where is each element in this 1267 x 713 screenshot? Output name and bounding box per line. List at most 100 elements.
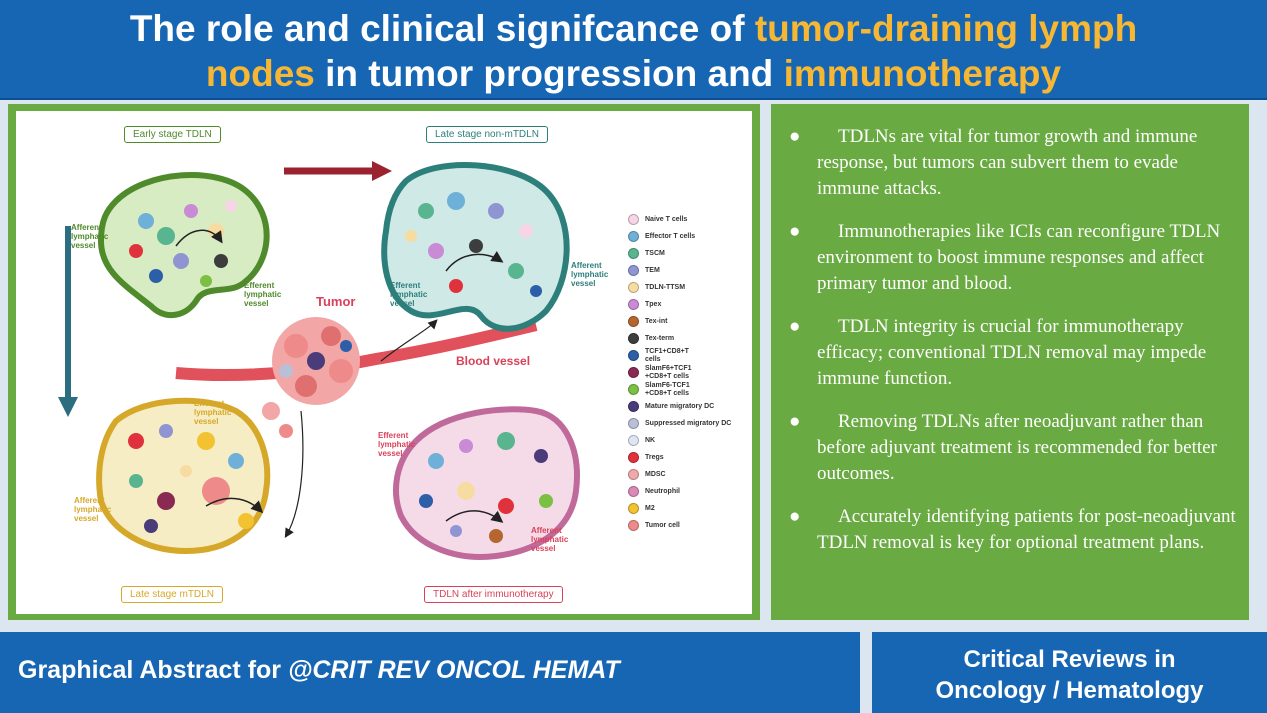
bullet-icon: ● [789,506,801,527]
figure-panel: Tumor Blood vessel Afferent lymphatic ve… [8,104,760,620]
title-line-1: The role and clinical signifcance of tum… [129,8,1138,49]
legend-item: Mature migratory DC [628,398,748,415]
migration-arrow [380,319,438,362]
late-stage-non-m-node [381,162,570,332]
journal-name: Critical Reviews in Oncology / Hematology [935,646,1204,704]
progression-arrowhead-right [372,161,392,181]
key-points-panel: ● TDLNs are vital for tumor growth and im… [771,104,1249,620]
legend-label: TSCM [645,249,665,257]
legend-swatch [628,384,639,395]
legend-swatch [628,214,639,225]
legend-item: SlamF6+TCF1 +CD8+T cells [628,364,748,381]
legend-item: Tregs [628,449,748,466]
key-point-item: ● Accurately identifying patients for pos… [771,504,1239,556]
legend-label: TEM [645,266,660,274]
stage-label-early: Early stage TDLN [124,126,221,143]
legend-label: Naive T cells [645,215,688,223]
footer-right: Critical Reviews in Oncology / Hematology [872,632,1267,713]
title-banner: The role and clinical signifcance of tum… [0,0,1267,100]
legend-swatch [628,350,639,361]
afferent-label-3: Afferent lymphatic vessel [74,496,112,523]
legend-label: M2 [645,504,655,512]
legend-item: Tpex [628,296,748,313]
efferent-label-4: Efferent lymphatic vessel [378,431,416,458]
legend-swatch [628,299,639,310]
legend-item: M2 [628,500,748,517]
legend-swatch [628,231,639,242]
bullet-icon: ● [789,411,801,432]
key-point-item: ● Immunotherapies like ICIs can reconfigu… [771,219,1239,297]
key-point-text: Accurately identifying patients for post… [817,506,1236,553]
legend-item: TCF1+CD8+T cells [628,347,748,364]
key-point-text: TDLN integrity is crucial for immunother… [817,316,1207,389]
graphical-abstract-figure: Tumor Blood vessel Afferent lymphatic ve… [16,111,752,614]
legend-swatch [628,333,639,344]
afferent-label-2: Afferent lymphatic vessel [571,261,609,288]
lymph-node-diagram: Tumor Blood vessel [58,161,580,560]
legend-label: TCF1+CD8+T cells [645,347,689,363]
footer-left: Graphical Abstract for @CRIT REV ONCOL H… [0,632,860,713]
legend-swatch [628,418,639,429]
stage-label-after-immuno: TDLN after immunotherapy [424,586,563,603]
legend-swatch [628,452,639,463]
key-point-item: ● Removing TDLNs after neoadjuvant rather… [771,409,1239,487]
legend-swatch [628,486,639,497]
legend-label: Suppressed migratory DC [645,419,732,427]
cell-type-legend: Naive T cells Effector T cells TSCM TEM TDLN… [628,211,748,534]
legend-item: Effector T cells [628,228,748,245]
legend-item: Naive T cells [628,211,748,228]
legend-label: NK [645,436,656,444]
tumor-mass [262,317,360,438]
stage-label-late-non-m: Late stage non-mTDLN [426,126,548,143]
legend-item: Tumor cell [628,517,748,534]
legend-swatch [628,282,639,293]
early-stage-node [97,172,270,318]
legend-label: MDSC [645,470,666,478]
blood-vessel-shape [175,319,538,382]
afferent-label-4: Afferent lymphatic vessel [531,526,569,553]
legend-label: Tregs [645,453,664,461]
legend-item: TDLN-TTSM [628,279,748,296]
legend-label: Neutrophil [645,487,680,495]
after-immunotherapy-node [393,406,580,560]
legend-label: TDLN-TTSM [645,283,686,291]
legend-item: Tex-term [628,330,748,347]
tumor-label: Tumor [316,294,355,309]
legend-item: Neutrophil [628,483,748,500]
key-point-text: Immunotherapies like ICIs can reconfigur… [817,221,1221,294]
legend-item: SlamF6-TCF1 +CD8+T cells [628,381,748,398]
legend-label: Effector T cells [645,232,696,240]
legend-swatch [628,248,639,259]
efferent-label-2: Efferent lymphatic vessel [390,281,428,308]
key-point-item: ● TDLN integrity is crucial for immunothe… [771,314,1239,392]
key-points-list: ● TDLNs are vital for tumor growth and im… [771,104,1249,556]
legend-swatch [628,367,639,378]
legend-item: MDSC [628,466,748,483]
graphical-abstract-credit: Graphical Abstract for @CRIT REV ONCOL H… [18,656,620,684]
legend-label: Tex-term [645,334,675,342]
legend-swatch [628,469,639,480]
progression-arrowhead-down [58,397,78,417]
key-point-item: ● TDLNs are vital for tumor growth and im… [771,124,1239,202]
legend-swatch [628,520,639,531]
blood-vessel-label: Blood vessel [456,354,530,368]
legend-swatch [628,401,639,412]
afferent-label-1: Afferent lymphatic vessel [71,223,109,250]
key-point-text: Removing TDLNs after neoadjuvant rather … [817,411,1217,484]
legend-swatch [628,265,639,276]
legend-swatch [628,435,639,446]
legend-item: Tex-int [628,313,748,330]
legend-item: NK [628,432,748,449]
bullet-icon: ● [789,316,801,337]
title-line-2: nodes in tumor progression and immunothe… [205,53,1062,94]
legend-label: Tpex [645,300,662,308]
efferent-label-1: Efferent lymphatic vessel [244,281,282,308]
legend-item: Suppressed migratory DC [628,415,748,432]
legend-item: TEM [628,262,748,279]
legend-swatch [628,503,639,514]
efferent-label-3: Efferent lymphatic vessel [194,399,232,426]
legend-label: Tumor cell [645,521,680,529]
stage-label-late-m: Late stage mTDLN [121,586,223,603]
metastasis-arrow [284,410,304,539]
key-point-text: TDLNs are vital for tumor growth and imm… [817,126,1198,199]
